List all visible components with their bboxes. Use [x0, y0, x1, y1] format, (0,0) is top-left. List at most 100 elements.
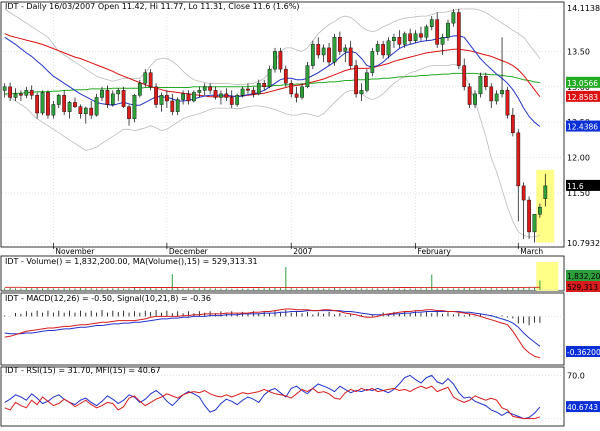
candle — [127, 107, 130, 119]
mfi-tag: 40.6743 — [567, 403, 598, 412]
candle — [84, 108, 87, 114]
candle — [484, 76, 487, 87]
candle — [392, 37, 395, 41]
price-tick-label: 14.1138 — [567, 4, 600, 13]
candle — [495, 94, 498, 101]
candle — [73, 102, 76, 106]
candle — [241, 89, 244, 95]
price-panel-frame — [1, 2, 564, 247]
macd-signal-line — [5, 311, 540, 347]
rsi-line — [5, 386, 540, 418]
candle — [533, 214, 536, 232]
candle — [430, 20, 433, 27]
candle — [403, 34, 406, 45]
macd-signal-tag: -0.36200 — [567, 348, 600, 357]
candle — [14, 94, 17, 98]
candle — [527, 200, 530, 232]
candle — [19, 94, 22, 95]
candle — [68, 102, 71, 111]
candle — [257, 83, 260, 94]
candle — [322, 48, 325, 55]
candle — [154, 87, 157, 105]
candle — [349, 48, 352, 66]
candle — [544, 186, 547, 199]
candle — [327, 48, 330, 62]
candle — [3, 87, 6, 91]
candle — [457, 13, 460, 66]
candle — [365, 73, 368, 91]
candle — [381, 44, 384, 55]
candle — [46, 92, 49, 115]
volume-ma-tag: 529,313 — [567, 283, 598, 292]
candle — [235, 95, 238, 104]
candle — [452, 13, 455, 24]
candle — [41, 92, 44, 113]
candle — [230, 97, 233, 104]
candle — [311, 44, 314, 65]
candle — [100, 90, 103, 97]
rsi-panel-frame — [1, 367, 564, 426]
candle — [192, 92, 195, 100]
candle — [219, 94, 222, 98]
month-label: February — [418, 247, 452, 256]
candle — [111, 94, 114, 105]
candle — [300, 87, 303, 98]
candle — [360, 90, 363, 94]
candle — [79, 107, 82, 114]
candle — [479, 76, 482, 94]
ma-long-tag: 13.0566 — [567, 79, 598, 88]
candle — [149, 73, 152, 87]
candle — [376, 44, 379, 51]
candle — [295, 94, 298, 98]
month-label: November — [55, 247, 95, 256]
candle — [246, 89, 249, 90]
candle — [371, 51, 374, 72]
last-price-tag: 11.6 — [567, 182, 584, 191]
candle — [214, 90, 217, 97]
macd-panel-frame — [1, 293, 564, 365]
candle — [106, 90, 109, 104]
candle — [354, 66, 357, 94]
candle — [419, 34, 422, 38]
candle — [436, 20, 439, 45]
candle — [62, 95, 65, 111]
candle — [387, 41, 390, 55]
ma-fast-tag: 12.4386 — [567, 123, 598, 132]
candle — [446, 23, 449, 37]
candle — [500, 90, 503, 94]
candle — [122, 90, 125, 106]
candle — [263, 83, 266, 87]
candle — [117, 90, 120, 94]
candle — [284, 69, 287, 83]
rsi-tick-label: 70.0 — [567, 371, 585, 380]
candle — [317, 44, 320, 55]
candle — [138, 83, 141, 95]
candle — [35, 95, 38, 113]
candle — [517, 133, 520, 186]
candle — [306, 66, 309, 87]
macd-panel-title: IDT - MACD(12,26) = -0.50, Signal(10,21,… — [5, 294, 211, 303]
candle — [414, 34, 417, 41]
candle — [522, 186, 525, 200]
candle — [333, 37, 336, 62]
month-label: 2007 — [293, 247, 312, 256]
price-tick-label: 13.50 — [567, 47, 590, 56]
price-tick-label: 12.00 — [567, 154, 590, 163]
candle — [290, 83, 293, 94]
month-label: December — [169, 247, 209, 256]
candle — [8, 87, 11, 98]
candle — [463, 66, 466, 87]
candle — [203, 87, 206, 91]
candle — [511, 115, 514, 133]
candle — [165, 95, 168, 101]
candle — [225, 94, 228, 98]
candle — [144, 73, 147, 84]
candle — [344, 48, 347, 52]
candle — [338, 37, 341, 51]
candle — [506, 90, 509, 115]
volume-panel-title: IDT - Volume() = 1,832,200.00, MA(Volume… — [5, 257, 258, 266]
candle — [441, 37, 444, 44]
candle — [425, 27, 428, 38]
candle — [160, 95, 163, 104]
